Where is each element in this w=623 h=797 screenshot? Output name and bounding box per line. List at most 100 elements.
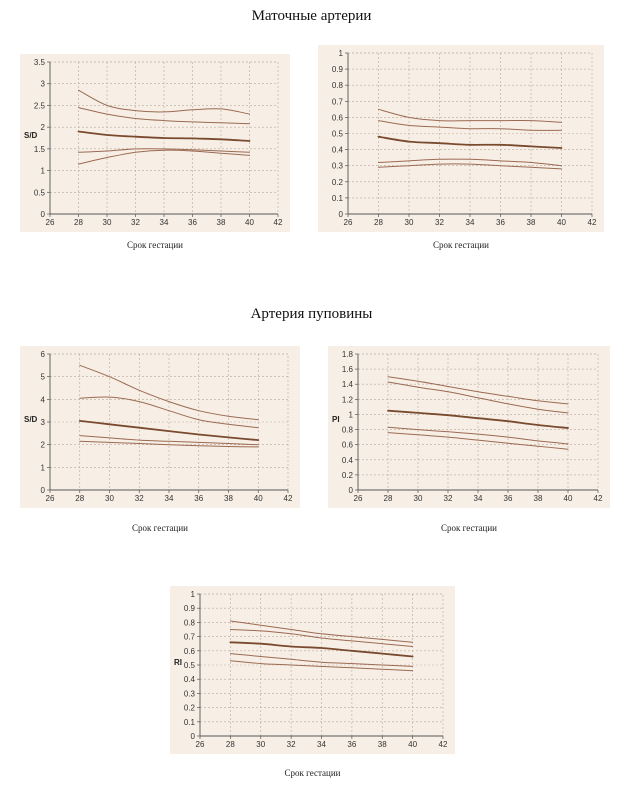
y-tick-label: 2.5 bbox=[34, 101, 46, 110]
series-line-median bbox=[377, 135, 563, 149]
y-tick-label: 5 bbox=[41, 373, 46, 382]
y-tick-label: 6 bbox=[41, 350, 46, 359]
x-tick-label: 34 bbox=[317, 740, 326, 749]
y-tick-label: 0.7 bbox=[332, 97, 344, 106]
x-axis-title-uterine-ri: Срок гестации bbox=[433, 240, 489, 250]
series-line-bound bbox=[79, 435, 259, 446]
x-tick-label: 30 bbox=[105, 494, 114, 503]
x-tick-label: 30 bbox=[405, 218, 414, 227]
chart-panel-umbilical-pi: 26 28 30 32 34 36 38 40 42 0 0.2 0.4 0.6 0.8 1 1.2 1.4 1.… bbox=[328, 346, 610, 508]
chart-background bbox=[318, 45, 604, 232]
x-tick-label: 30 bbox=[256, 740, 265, 749]
x-tick-label: 32 bbox=[131, 218, 140, 227]
section-title-umbilical: Артерия пуповины bbox=[250, 306, 373, 322]
x-tick-label: 36 bbox=[504, 494, 513, 503]
x-tick-label: 28 bbox=[374, 218, 383, 227]
series-line-bound bbox=[387, 426, 569, 445]
y-tick-label: 0.2 bbox=[332, 178, 344, 187]
x-tick-label: 28 bbox=[384, 494, 393, 503]
y-tick-label: 2 bbox=[41, 123, 46, 132]
x-tick-label: 42 bbox=[588, 218, 597, 227]
series-line-median bbox=[387, 409, 569, 429]
x-tick-label: 30 bbox=[103, 218, 112, 227]
x-tick-label: 40 bbox=[564, 494, 573, 503]
y-tick-label: 0.2 bbox=[342, 471, 354, 480]
x-tick-label: 38 bbox=[527, 218, 536, 227]
chart-background bbox=[170, 586, 455, 754]
x-tick-label: 26 bbox=[344, 218, 353, 227]
x-tick-label: 42 bbox=[284, 494, 293, 503]
x-tick-label: 38 bbox=[534, 494, 543, 503]
y-tick-label: 0.5 bbox=[184, 661, 196, 670]
series-line-median bbox=[78, 420, 260, 441]
x-tick-label: 42 bbox=[274, 218, 283, 227]
series-line-bound bbox=[229, 620, 414, 643]
x-tick-label: 34 bbox=[466, 218, 475, 227]
series-line-bound bbox=[387, 376, 569, 405]
y-tick-label: 0.1 bbox=[184, 718, 196, 727]
y-tick-label: 1.2 bbox=[342, 395, 354, 404]
x-tick-label: 40 bbox=[408, 740, 417, 749]
series-line-median bbox=[229, 641, 414, 658]
y-tick-label: 0.6 bbox=[332, 113, 344, 122]
x-tick-label: 38 bbox=[217, 218, 226, 227]
y-tick-label: 1.8 bbox=[342, 350, 354, 359]
chart-panel-uterine-ri: 26 28 30 32 34 36 38 40 42 0 0.1 0.2 0.3 0.4 0.5 0.6 0.7… bbox=[318, 45, 604, 232]
y-tick-label: 0.5 bbox=[332, 130, 344, 139]
chart-panel-umbilical-ri: 26 28 30 32 34 36 38 40 42 0 0.1 0.2 0.3 0.4 0.5 0.6 0.7… bbox=[170, 586, 455, 754]
y-tick-label: 0.4 bbox=[332, 146, 344, 155]
y-tick-label: 0.3 bbox=[332, 162, 344, 171]
y-tick-label: 0.4 bbox=[342, 456, 354, 465]
y-tick-label: 0.9 bbox=[332, 65, 344, 74]
x-tick-label: 36 bbox=[496, 218, 505, 227]
x-tick-label: 38 bbox=[224, 494, 233, 503]
y-tick-label: 0.1 bbox=[332, 194, 344, 203]
x-axis-title-umbilical-pi: Срок гестации bbox=[441, 523, 497, 533]
y-tick-label: 3 bbox=[41, 80, 46, 89]
y-axis-title: RI bbox=[174, 658, 182, 667]
x-axis-title-umbilical-sd: Срок гестации bbox=[132, 523, 188, 533]
series-line-bound bbox=[78, 107, 250, 125]
x-tick-label: 38 bbox=[378, 740, 387, 749]
x-tick-label: 40 bbox=[557, 218, 566, 227]
x-axis-title-uterine-sd: Срок гестации bbox=[127, 240, 183, 250]
y-axis-title: PI bbox=[332, 415, 340, 424]
y-tick-label: 0 bbox=[41, 486, 46, 495]
series-line-bound bbox=[387, 381, 569, 414]
x-tick-label: 28 bbox=[226, 740, 235, 749]
series-line-bound bbox=[378, 108, 562, 123]
series-line-bound bbox=[378, 163, 562, 170]
x-tick-label: 40 bbox=[245, 218, 254, 227]
x-tick-label: 28 bbox=[75, 494, 84, 503]
series-line-bound bbox=[78, 148, 250, 153]
chart-svg-umbilical-ri: 26 28 30 32 34 36 38 40 42 0 0.1 0.2 0.3 0.4 0.5 0.6 0.7… bbox=[170, 586, 455, 754]
chart-svg-umbilical-pi: 26 28 30 32 34 36 38 40 42 0 0.2 0.4 0.6 0.8 1 1.2 1.4 1.… bbox=[328, 346, 610, 508]
y-tick-label: 1 bbox=[339, 49, 344, 58]
y-tick-label: 0.3 bbox=[184, 689, 196, 698]
x-tick-label: 32 bbox=[435, 218, 444, 227]
x-tick-label: 26 bbox=[46, 218, 55, 227]
y-tick-label: 0.6 bbox=[184, 647, 196, 656]
plot-frame bbox=[199, 593, 444, 737]
y-tick-label: 0.7 bbox=[184, 633, 196, 642]
y-tick-label: 3 bbox=[41, 418, 46, 427]
x-tick-label: 32 bbox=[444, 494, 453, 503]
x-tick-label: 36 bbox=[194, 494, 203, 503]
series-line-bound bbox=[378, 158, 562, 167]
series-line-bound bbox=[229, 629, 414, 647]
y-tick-label: 0.6 bbox=[342, 441, 354, 450]
y-tick-label: 1.4 bbox=[342, 380, 354, 389]
y-tick-label: 3.5 bbox=[34, 58, 46, 67]
y-tick-label: 1.6 bbox=[342, 365, 354, 374]
x-axis-title-umbilical-ri: Срок гестации bbox=[284, 768, 341, 778]
y-tick-label: 0 bbox=[191, 732, 196, 741]
y-tick-label: 0.8 bbox=[342, 426, 354, 435]
x-tick-label: 40 bbox=[254, 494, 263, 503]
x-tick-label: 28 bbox=[74, 218, 83, 227]
y-tick-label: 0.8 bbox=[332, 81, 344, 90]
x-tick-label: 34 bbox=[474, 494, 483, 503]
x-tick-label: 36 bbox=[188, 218, 197, 227]
x-tick-label: 26 bbox=[46, 494, 55, 503]
series-line-bound bbox=[79, 440, 259, 448]
